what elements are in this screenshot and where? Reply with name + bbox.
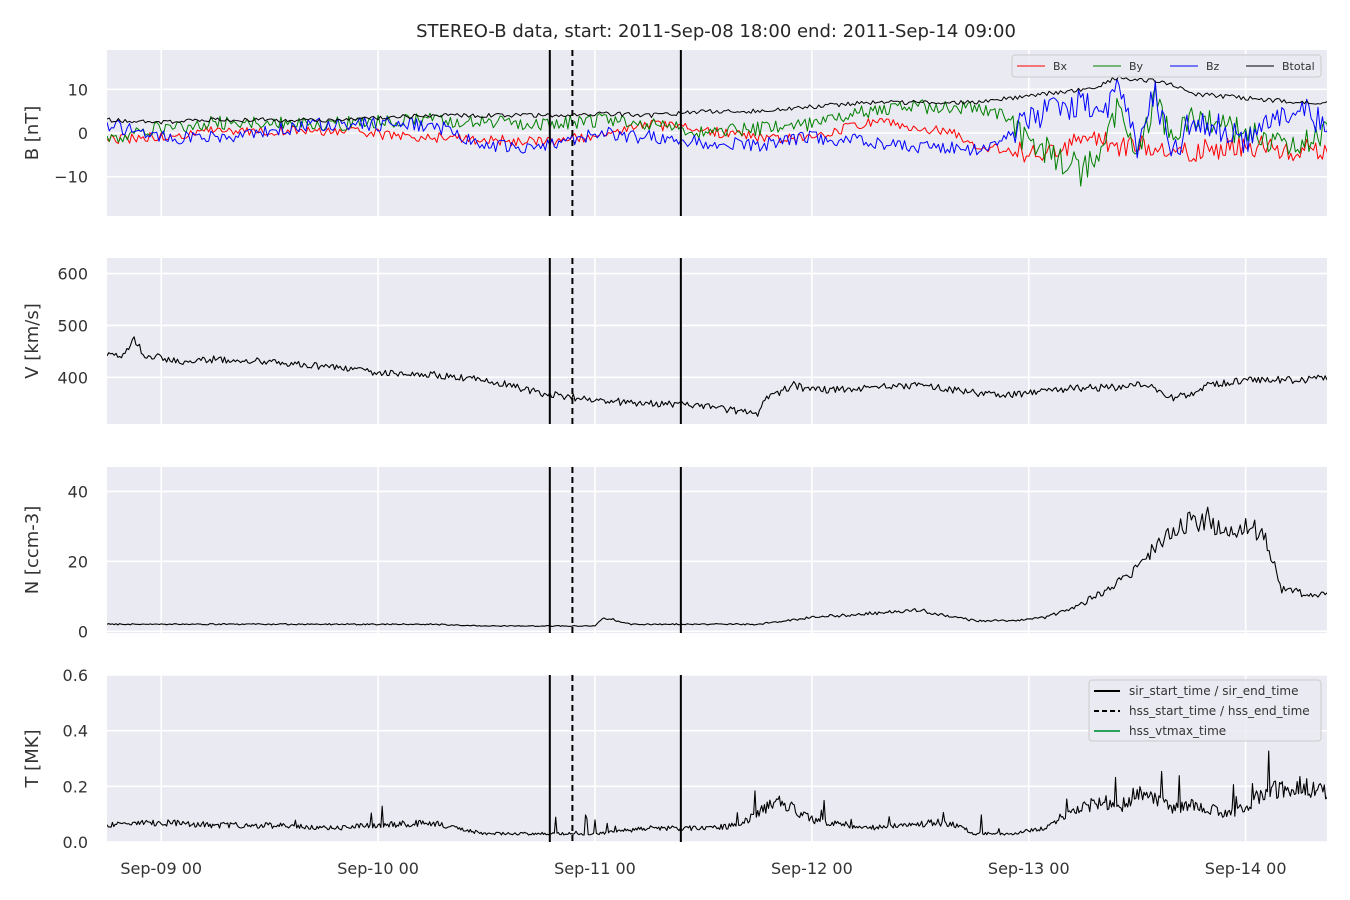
legend-frame [1011,54,1322,78]
series-line-t [107,750,1327,836]
plot-area [107,467,1327,633]
series-line-n [107,506,1327,628]
x-tick-label: Sep-14 00 [1205,859,1287,878]
plot-area [107,258,1327,424]
y-axis-label: V [km/s] [22,303,43,378]
y-axis-label: B [nT] [22,106,43,161]
y-tick-label: 10 [68,80,88,99]
y-tick-label: 500 [57,316,88,335]
legend-label: hss_start_time / hss_end_time [1129,704,1310,718]
panel-velocity: 400 500 600 V [km/s] [22,258,1327,424]
series-line-v [107,336,1327,417]
panel-magnetic-field: −10 0 10 B [nT] Bx By Bz Btotal [22,50,1327,216]
y-tick-label: 40 [68,482,88,501]
legend-label: hss_vtmax_time [1129,724,1226,738]
x-tick-label: Sep-12 00 [771,859,853,878]
legend-frame [1088,679,1322,742]
x-tick-label: Sep-09 00 [120,859,202,878]
legend-label: sir_start_time / sir_end_time [1129,684,1299,698]
legend-label: Bz [1206,60,1220,73]
y-tick-label: 0.2 [63,777,88,796]
x-axis: Sep-09 00 Sep-10 00 Sep-11 00 Sep-12 00 Sep-… [120,859,1286,878]
series-line-bz [107,78,1327,159]
chart-title: STEREO-B data, start: 2011-Sep-08 18:00 … [416,21,1016,42]
y-tick-label: 0 [78,622,88,641]
series-group [107,506,1327,628]
y-tick-label: 400 [57,368,88,387]
series-group [107,336,1327,417]
series-group [107,750,1327,836]
legend-label: Bx [1053,60,1068,73]
panel-temperature: 0.0 0.2 0.4 0.6 T [MK] sir_start_time / sir_e… [22,666,1327,852]
x-tick-label: Sep-10 00 [337,859,419,878]
series-line-btotal [107,74,1327,125]
series-line-bx [107,118,1327,163]
y-axis-label: N [ccm-3] [22,506,43,595]
y-tick-label: 0.4 [63,722,88,741]
x-tick-label: Sep-11 00 [554,859,636,878]
panel-density: 0 20 40 N [ccm-3] [22,467,1327,641]
legend-magnetic-field: Bx By Bz Btotal [1011,54,1322,78]
y-tick-label: 0.0 [63,833,88,852]
y-axis-label: T [MK] [22,729,43,788]
y-tick-label: 600 [57,265,88,284]
legend-event-markers: sir_start_time / sir_end_time hss_start_t… [1088,679,1322,742]
series-group [107,74,1327,187]
series-line-by [107,87,1327,187]
legend-label: Btotal [1282,60,1315,73]
y-tick-label: 0.6 [63,666,88,685]
x-tick-label: Sep-13 00 [988,859,1070,878]
legend-label: By [1129,60,1144,73]
y-tick-label: 0 [78,124,88,143]
y-tick-label: −10 [54,168,88,187]
y-tick-label: 20 [68,552,88,571]
